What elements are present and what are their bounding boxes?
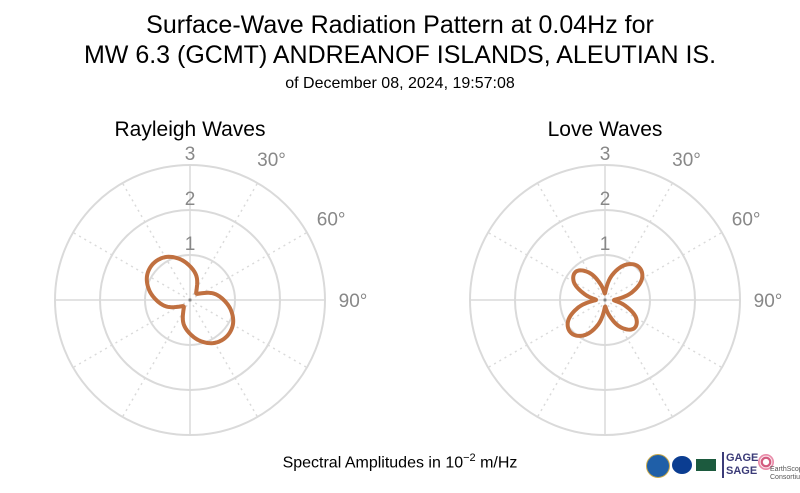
rayleigh-angle-tick-30: 30° xyxy=(257,150,286,171)
rayleigh-ring-2 xyxy=(99,209,281,391)
earthscope-text: EarthScope xyxy=(770,466,800,473)
rayleigh-radial-tick-3: 3 xyxy=(185,144,196,165)
love-ring-1 xyxy=(559,254,651,346)
rayleigh-origin xyxy=(188,298,192,302)
gage-text: GAGE xyxy=(726,452,759,464)
chart-subtitle-date: of December 08, 2024, 19:57:08 xyxy=(285,75,515,92)
love-ring-3 xyxy=(469,164,741,436)
gage-sage-logo: GAGE SAGE xyxy=(722,452,758,478)
nsf-logo-icon xyxy=(646,454,670,478)
rayleigh-ring-3 xyxy=(54,164,326,436)
rayleigh-spoke-330 xyxy=(121,182,191,301)
love-ring-2 xyxy=(514,209,696,391)
footer-units-label: Spectral Amplitudes in 10−2 m/Hz xyxy=(0,452,800,472)
nasa-logo-icon xyxy=(672,456,692,474)
rayleigh-ring-1 xyxy=(144,254,236,346)
love-radial-tick-1: 1 xyxy=(600,234,611,255)
rayleigh-angle-tick-60: 60° xyxy=(317,210,346,231)
rayleigh-angle-tick-90: 90° xyxy=(339,291,368,312)
chart-title-line2: MW 6.3 (GCMT) ANDREANOF ISLANDS, ALEUTIA… xyxy=(83,41,717,69)
love-spoke-30 xyxy=(604,182,674,301)
footer-prefix: Spectral Amplitudes in 10 xyxy=(282,454,464,472)
love-spoke-120 xyxy=(604,299,723,369)
sage-text: SAGE xyxy=(726,465,758,477)
rayleigh-radial-tick-1: 1 xyxy=(185,234,196,255)
love-spoke-60 xyxy=(604,231,723,301)
earthscope-logo-icon xyxy=(758,454,774,470)
rayleigh-spoke-120 xyxy=(189,299,308,369)
love-spoke-150 xyxy=(604,299,674,418)
love-origin xyxy=(603,298,607,302)
love-angle-tick-30: 30° xyxy=(672,150,701,171)
rayleigh-pattern-line-0 xyxy=(144,254,236,346)
rayleigh-radial-tick-2: 2 xyxy=(185,189,196,210)
love-spoke-330 xyxy=(536,182,606,301)
rayleigh-spoke-30 xyxy=(189,182,259,301)
earthscope-logo-text: EarthScopeConsortium xyxy=(770,466,800,482)
rayleigh-spoke-240 xyxy=(72,299,191,369)
love-radial-tick-3: 3 xyxy=(600,144,611,165)
rayleigh-spoke-60 xyxy=(189,231,308,301)
chart-title-line1: Surface-Wave Radiation Pattern at 0.04Hz… xyxy=(146,11,654,39)
rayleigh-spoke-150 xyxy=(189,299,259,418)
footer-exponent: −2 xyxy=(463,452,476,464)
love-radial-tick-2: 2 xyxy=(600,189,611,210)
rayleigh-panel-title: Rayleigh Waves xyxy=(114,118,266,141)
usgs-logo-icon xyxy=(696,459,716,471)
rayleigh-spoke-300 xyxy=(72,231,191,301)
love-spoke-300 xyxy=(487,231,606,301)
love-spoke-240 xyxy=(487,299,606,369)
love-angle-tick-60: 60° xyxy=(732,210,761,231)
love-panel-title: Love Waves xyxy=(547,118,663,141)
love-pattern-line-0 xyxy=(565,262,645,338)
rayleigh-spoke-210 xyxy=(121,299,191,418)
love-angle-tick-90: 90° xyxy=(754,291,783,312)
love-spoke-210 xyxy=(536,299,606,418)
footer-suffix: m/Hz xyxy=(475,454,518,472)
earthscope-sub-text: Consortium xyxy=(770,474,800,481)
